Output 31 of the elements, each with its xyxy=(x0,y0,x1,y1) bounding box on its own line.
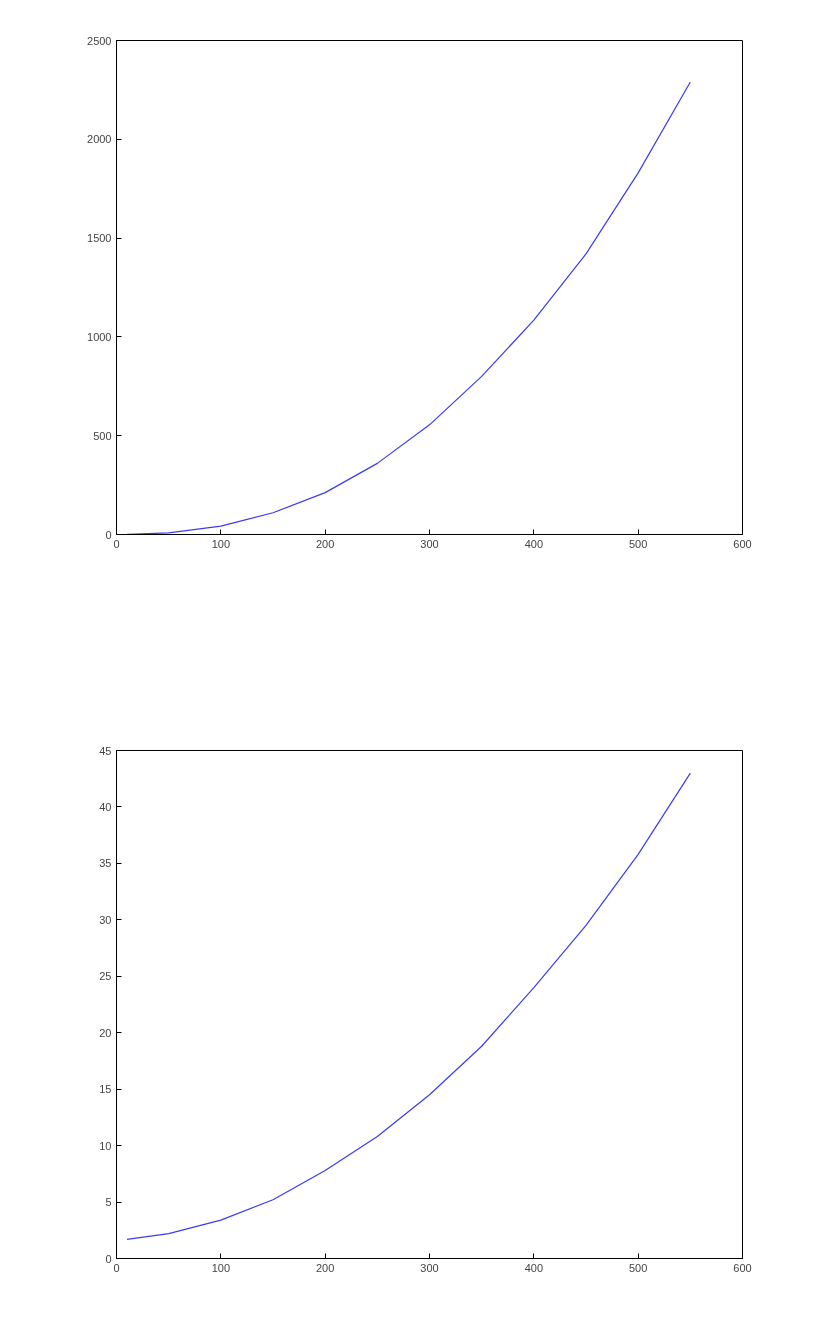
x-tick-label: 200 xyxy=(315,537,335,550)
y-tick-label: 500 xyxy=(93,429,112,442)
y-tick-label: 25 xyxy=(99,970,112,983)
y-tick-label: 2000 xyxy=(87,133,112,146)
x-tick-label: 400 xyxy=(524,1261,544,1274)
y-tick-label: 2500 xyxy=(87,34,112,47)
y-tick-label: 0 xyxy=(105,1252,112,1265)
x-tick-label: 300 xyxy=(420,537,439,550)
x-tick-label: 200 xyxy=(315,1261,335,1274)
x-tick-label: 300 xyxy=(420,1261,439,1274)
y-tick-label: 40 xyxy=(99,800,112,813)
y-tick-label: 5 xyxy=(105,1196,112,1209)
y-tick-label: 15 xyxy=(99,1083,112,1096)
x-tick-label: 600 xyxy=(733,1261,752,1274)
y-tick-label: 0 xyxy=(105,528,112,541)
x-tick-label: 500 xyxy=(628,1261,648,1274)
y-tick-label: 10 xyxy=(99,1139,112,1152)
y-tick-label: 45 xyxy=(99,744,112,757)
y-tick-label: 35 xyxy=(99,857,112,870)
x-tick-label: 100 xyxy=(211,1261,231,1274)
x-tick-label: 500 xyxy=(628,537,648,550)
x-tick-label: 0 xyxy=(113,1261,120,1274)
y-tick-label: 30 xyxy=(99,913,112,926)
x-tick-label: 600 xyxy=(733,537,752,550)
x-tick-label: 0 xyxy=(113,537,120,550)
y-tick-label: 20 xyxy=(99,1026,112,1039)
y-tick-label: 1500 xyxy=(87,232,112,245)
x-tick-label: 400 xyxy=(524,537,544,550)
x-tick-label: 100 xyxy=(211,537,231,550)
y-tick-label: 1000 xyxy=(87,330,112,343)
line-series xyxy=(126,772,691,1240)
